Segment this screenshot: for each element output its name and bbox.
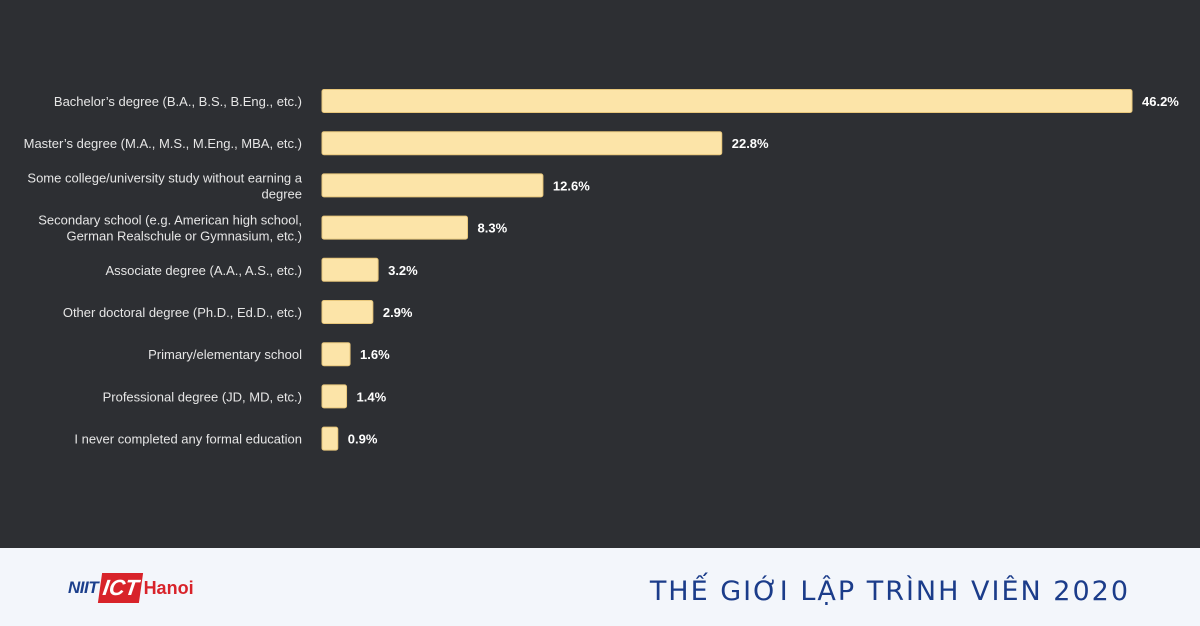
- logo-hanoi-text: Hanoi: [143, 577, 194, 598]
- logo-niit-text: NIIT: [68, 578, 99, 597]
- bar-chart: 46.2% Bachelor’s degree (B.A., B.S., B.En…: [24, 89, 1179, 451]
- logo-ict-text: ICT: [98, 573, 144, 603]
- footer: [0, 548, 1200, 626]
- category-label-6: Primary/elementary school: [148, 347, 302, 362]
- value-label-8: 0.9%: [348, 432, 378, 447]
- bar-1: [321, 131, 723, 156]
- bar-8: [321, 426, 339, 451]
- bar-4: [321, 257, 379, 282]
- category-label-7: Professional degree (JD, MD, etc.): [103, 389, 302, 404]
- value-label-6: 1.6%: [360, 347, 390, 362]
- value-label-1: 22.8%: [732, 136, 769, 151]
- value-label-3: 8.3%: [478, 221, 508, 236]
- category-label-4: Associate degree (A.A., A.S., etc.): [105, 263, 302, 278]
- value-label-2: 12.6%: [553, 178, 590, 193]
- category-label-5: Other doctoral degree (Ph.D., Ed.D., etc…: [63, 305, 302, 320]
- niit-ict-hanoi-logo: NIIT ICT Hanoi: [68, 571, 194, 605]
- bar-7: [321, 384, 348, 409]
- value-label-5: 2.9%: [383, 305, 413, 320]
- bar-2: [321, 173, 544, 198]
- bar-3: [321, 215, 469, 240]
- chart-area: 46.2% Bachelor’s degree (B.A., B.S., B.En…: [23, 89, 1180, 451]
- category-label-0: Bachelor’s degree (B.A., B.S., B.Eng., e…: [54, 94, 302, 109]
- bar-5: [321, 300, 374, 324]
- value-label-7: 1.4%: [357, 389, 387, 404]
- bar-0: [321, 89, 1133, 113]
- value-label-0: 46.2%: [1142, 94, 1179, 109]
- category-label-1: Master’s degree (M.A., M.S., M.Eng., MBA…: [24, 136, 302, 151]
- category-label-2: Some college/university study without ea…: [27, 170, 302, 201]
- value-label-4: 3.2%: [388, 263, 418, 278]
- bar-6: [321, 342, 351, 367]
- footer-title: THẾ GIỚI LẬP TRÌNH VIÊN 2020: [649, 576, 1130, 607]
- category-label-8: I never completed any formal education: [74, 432, 302, 447]
- category-label-3: Secondary school (e.g. American high sch…: [38, 213, 302, 244]
